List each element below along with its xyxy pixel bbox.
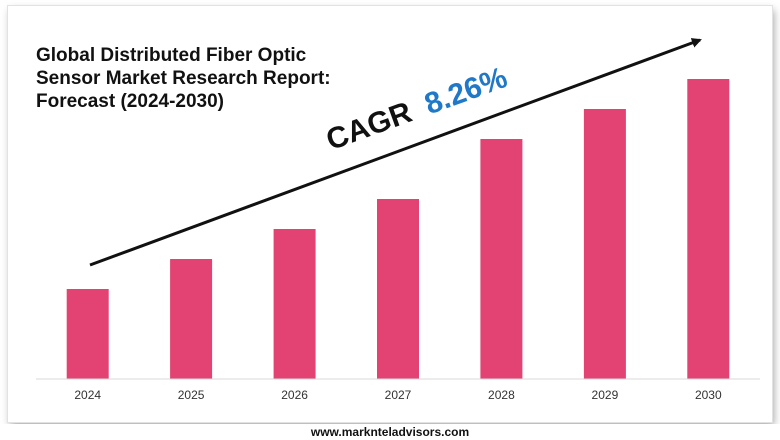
- chart-title: Global Distributed Fiber Optic Sensor Ma…: [36, 45, 331, 112]
- website-url: www.marknteladvisors.com: [310, 425, 470, 439]
- bar-2029: [583, 109, 626, 379]
- trend-arrow: [89, 38, 702, 267]
- x-tick-label: 2030: [695, 388, 722, 402]
- x-tick-label: 2028: [488, 388, 515, 402]
- x-tick-label: 2025: [178, 388, 205, 402]
- bar-2028: [480, 139, 523, 379]
- bar-2030: [687, 79, 730, 379]
- x-tick-label: 2027: [385, 388, 412, 402]
- x-tick-label: 2029: [592, 388, 619, 402]
- bar-2025: [170, 259, 213, 379]
- bar-2027: [377, 199, 419, 379]
- bar-2026: [273, 229, 316, 379]
- x-tick-label: 2026: [281, 388, 308, 402]
- cagr-value: 8.26%: [420, 61, 511, 121]
- cagr-label: CAGR: [322, 96, 417, 157]
- x-tick-label: 2024: [74, 388, 101, 402]
- bar-2024: [66, 289, 109, 379]
- footer-bar: [0, 424, 780, 440]
